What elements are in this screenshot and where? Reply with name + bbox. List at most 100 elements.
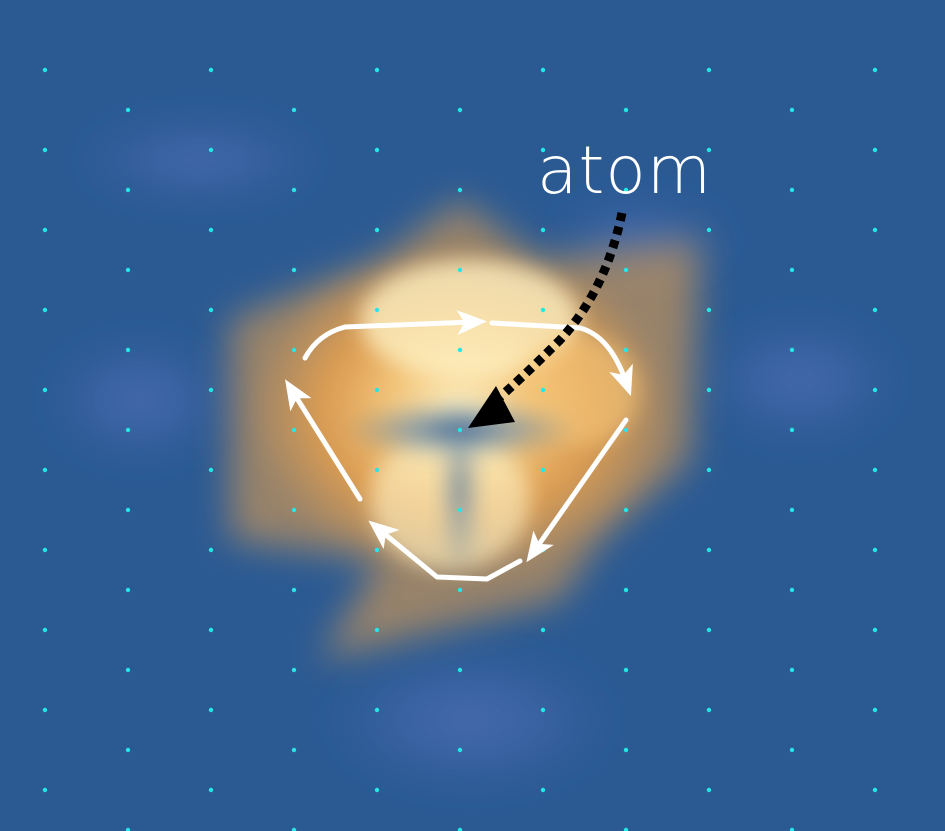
lattice-dot — [457, 827, 463, 831]
lattice-dot — [208, 307, 214, 313]
lattice-dot — [706, 147, 712, 153]
lattice-dot — [291, 427, 297, 433]
lattice-dot — [623, 747, 629, 753]
loop-arrow-left — [285, 379, 363, 502]
lattice-dot — [125, 187, 131, 193]
lattice-dot — [208, 547, 214, 553]
background-texture — [50, 120, 895, 790]
lattice-dot — [42, 67, 48, 73]
lattice-dot — [291, 267, 297, 273]
lattice-dot — [623, 347, 629, 353]
lattice-dot — [457, 107, 463, 113]
lattice-dot — [540, 707, 546, 713]
lattice-dot — [540, 547, 546, 553]
lattice-dot — [540, 147, 546, 153]
lattice-dot — [706, 307, 712, 313]
lattice-dot — [457, 507, 463, 513]
lattice-dot — [872, 627, 878, 633]
lattice-dot — [789, 587, 795, 593]
lattice-dot — [125, 827, 131, 831]
lattice-dot — [291, 107, 297, 113]
lattice-dot — [208, 147, 214, 153]
lattice-dot-grid — [42, 67, 878, 831]
lattice-dot — [291, 187, 297, 193]
lattice-dot — [789, 427, 795, 433]
lattice-dot — [291, 507, 297, 513]
lattice-dot — [623, 107, 629, 113]
lattice-dot — [706, 467, 712, 473]
lattice-dot — [125, 347, 131, 353]
lattice-dot — [125, 747, 131, 753]
lattice-dot — [208, 467, 214, 473]
lattice-dot — [374, 787, 380, 793]
lattice-dot — [706, 547, 712, 553]
lattice-dot — [457, 747, 463, 753]
lattice-dot — [789, 507, 795, 513]
lattice-dot — [374, 387, 380, 393]
pointer-arrow-head — [468, 386, 515, 428]
atom-label: atom — [537, 132, 712, 209]
lattice-dot — [623, 667, 629, 673]
lattice-dot — [125, 587, 131, 593]
lattice-dot — [208, 387, 214, 393]
lattice-dot — [374, 227, 380, 233]
lattice-dot — [125, 667, 131, 673]
lattice-dot — [42, 547, 48, 553]
lattice-dot — [42, 147, 48, 153]
lattice-dot — [872, 147, 878, 153]
lattice-dot — [457, 667, 463, 673]
lattice-dot — [706, 227, 712, 233]
lattice-dot — [374, 707, 380, 713]
lattice-dot — [872, 467, 878, 473]
lattice-dot — [706, 707, 712, 713]
lattice-dot — [42, 227, 48, 233]
lattice-dot — [42, 707, 48, 713]
lattice-dot — [623, 267, 629, 273]
lattice-dot — [623, 827, 629, 831]
loop-arrow-right — [489, 320, 633, 397]
lattice-dot — [789, 187, 795, 193]
lattice-dot — [374, 547, 380, 553]
lattice-dot — [789, 667, 795, 673]
lattice-dot — [623, 507, 629, 513]
lattice-dot — [374, 467, 380, 473]
lattice-dot — [540, 67, 546, 73]
lattice-dot — [540, 467, 546, 473]
lattice-dot — [374, 307, 380, 313]
lattice-dot — [457, 267, 463, 273]
lattice-dot — [623, 427, 629, 433]
lattice-dot — [291, 587, 297, 593]
lattice-dot — [789, 747, 795, 753]
lattice-dot — [374, 627, 380, 633]
lattice-dot — [872, 227, 878, 233]
loop-arrow-top — [302, 310, 487, 361]
lattice-dot — [872, 67, 878, 73]
lattice-dot — [208, 227, 214, 233]
lattice-dot — [208, 707, 214, 713]
lattice-dot — [374, 147, 380, 153]
lattice-dot — [872, 547, 878, 553]
lattice-dot — [125, 267, 131, 273]
lattice-dot — [789, 107, 795, 113]
lattice-dot — [208, 787, 214, 793]
lattice-dot — [125, 107, 131, 113]
lattice-dot — [872, 787, 878, 793]
lattice-dot — [872, 307, 878, 313]
circulation-loop — [285, 310, 633, 582]
lattice-dot — [42, 627, 48, 633]
lattice-dot — [291, 667, 297, 673]
lattice-dot — [789, 347, 795, 353]
lattice-dot — [457, 347, 463, 353]
lattice-dot — [540, 307, 546, 313]
lattice-dot — [706, 787, 712, 793]
lattice-dot — [540, 787, 546, 793]
atom-pointer-arrow — [468, 212, 627, 428]
lattice-dot — [208, 627, 214, 633]
lattice-dot — [706, 627, 712, 633]
lattice-dot — [540, 227, 546, 233]
lattice-dot — [872, 387, 878, 393]
lattice-dot — [789, 267, 795, 273]
lattice-dot — [42, 307, 48, 313]
lattice-dot — [789, 827, 795, 831]
